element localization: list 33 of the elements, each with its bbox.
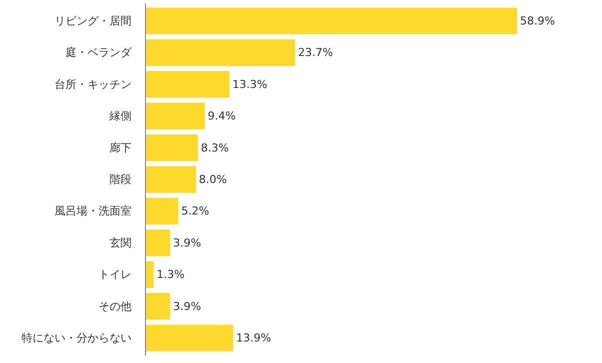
data-label: 8.3% (200, 141, 229, 154)
bar (146, 71, 230, 98)
y-tick-label: 玄関 (110, 236, 132, 250)
bar (146, 198, 178, 225)
y-tick-label: 風呂場・洗面室 (54, 204, 132, 218)
data-label: 1.3% (156, 268, 185, 282)
y-tick-label: リビング・居間 (54, 14, 132, 28)
y-tick-label: 特にない・分からない (22, 332, 132, 345)
bar (146, 324, 234, 352)
bar (146, 134, 198, 162)
bar (146, 230, 170, 256)
data-label: 13.3% (232, 78, 268, 91)
data-label: 3.9% (173, 236, 202, 250)
data-label: 9.4% (208, 110, 236, 123)
y-tick-label: その他 (98, 300, 132, 313)
y-tick-label: 縁側 (108, 110, 132, 123)
y-tick-label: 庭・ベランダ (66, 46, 132, 60)
data-label: 13.9% (236, 332, 272, 345)
bar (146, 166, 196, 193)
data-label: 23.7% (298, 46, 333, 60)
bar (146, 102, 205, 130)
y-tick-label: 廊下 (110, 141, 132, 154)
y-tick-label: 台所・キッチン (54, 78, 132, 91)
bar (146, 39, 295, 66)
y-tick-label: 階段 (110, 173, 132, 186)
bar (146, 293, 170, 320)
bar (146, 261, 154, 288)
data-label: 5.2% (181, 204, 210, 218)
data-label: 8.0% (198, 173, 227, 186)
y-tick-label: トイレ (98, 268, 132, 282)
data-label: 3.9% (173, 300, 202, 313)
data-label: 58.9% (520, 14, 555, 28)
bar (146, 8, 518, 34)
